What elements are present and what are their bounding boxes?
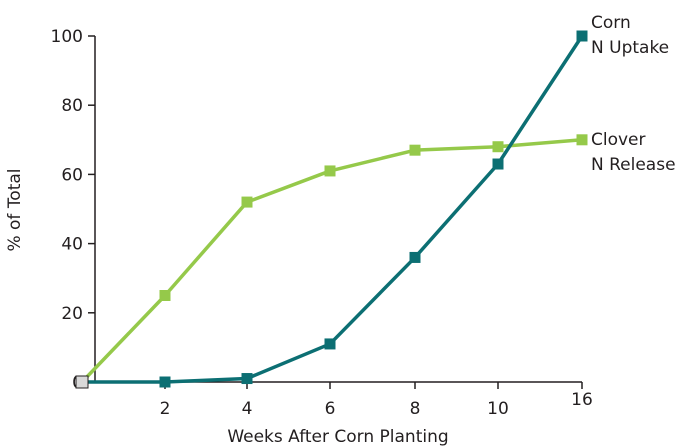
y-tick-label: 60 [61,165,83,185]
x-tick-label: 4 [242,399,253,419]
data-point [409,251,421,263]
series-line [82,35,584,384]
series-label: Corn [591,13,631,33]
x-tick-label: 6 [325,399,336,419]
y-tick-label: 80 [61,96,83,116]
series-label: N Uptake [591,38,669,58]
data-point [409,144,421,156]
x-tick-label: 16 [571,390,593,410]
data-point [576,134,588,146]
y-axis-title: % of Total [5,168,25,251]
series-labels: Clover N Release Corn N Uptake [591,13,676,175]
series [75,30,588,389]
y-ticks: 020406080100 [51,27,95,393]
data-point [576,30,588,42]
data-point [241,373,253,385]
y-tick-label: 100 [51,27,83,47]
x-ticks: 2 4 6 8 10 16 [160,382,593,419]
data-point [324,338,336,350]
axes [94,36,582,383]
y-tick-label: 20 [61,304,83,324]
data-point [492,141,504,153]
series-label: N Release [591,155,676,175]
y-tick-label: 40 [61,235,83,255]
data-point [159,290,171,301]
origin-point [75,375,89,389]
x-axis-title: Weeks After Corn Planting [227,427,448,447]
x-tick-label: 2 [160,399,171,419]
data-point [159,376,171,388]
series-label: Clover [591,130,646,150]
data-point [324,165,336,177]
x-tick-label: 10 [487,399,509,419]
data-point [492,158,504,170]
data-point [241,196,253,208]
x-tick-label: 8 [410,399,421,419]
